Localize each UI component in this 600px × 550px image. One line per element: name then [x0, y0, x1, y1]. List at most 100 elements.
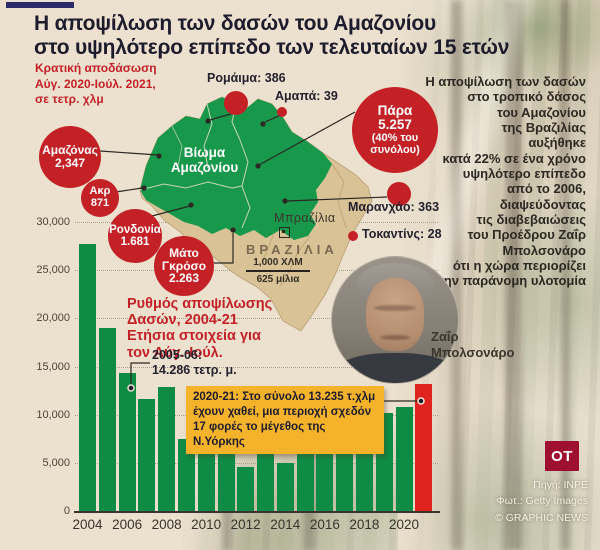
state-note: (40% του συνόλου) [370, 131, 420, 156]
bar-2010 [197, 443, 215, 511]
photo-caption: Ζαΐρ Μπολσονάρο [431, 329, 515, 360]
summary-paragraph: Η αποψίλωση των δασών στο τροπικό δάσος … [425, 74, 586, 289]
annotation-2021-box: 2020-21: Στο σύνολο 13.235 τ.χλμ έχουν χ… [186, 386, 384, 454]
scale-line [246, 270, 310, 272]
y-tick-label: 0 [63, 505, 70, 517]
source-credit: Πηγή: INPE [533, 479, 588, 491]
bolsonaro-photo [331, 256, 459, 384]
bar-2008 [158, 386, 176, 511]
state-value: 5.257 [378, 117, 412, 133]
copyright-credit: © GRAPHIC NEWS [495, 511, 588, 524]
forest-photo-background [393, 0, 600, 550]
bar-2014 [276, 462, 294, 511]
annotation-2006: 2005-06: 14.286 τετρ. μ. [152, 348, 237, 377]
dot-roraima [224, 91, 248, 115]
callout-para: Πάρα 5.257 (40% του συνόλου) [352, 87, 438, 173]
bar-2005 [98, 327, 116, 511]
portrait-suit [339, 352, 451, 383]
capital-label: Μπραζίλια [274, 211, 336, 225]
state-name: Μάτο Γκρόσο [161, 245, 207, 273]
scale-miles-label: 625 μίλια [256, 274, 300, 285]
bar-2007 [138, 398, 156, 511]
state-name: Ακρ [89, 185, 111, 198]
state-border-tan [331, 163, 347, 229]
bar-2021 [415, 383, 433, 511]
portrait-face [366, 278, 424, 352]
label-tocantins: Τοκαντίνς: 28 [362, 227, 442, 241]
portrait-mouth [379, 335, 411, 341]
chart-title-sub: Ετήσια στοιχεία για τον Αύγ.-Ιούλ. [127, 328, 261, 361]
tree-trunk [505, 0, 522, 550]
chart-title: Ρυθμός αποψίλωσης Δασών, 2004-21 Ετήσια … [127, 296, 273, 361]
dot-maranhao [387, 182, 411, 206]
callout-rondonia: Ρονδονία 1.681 [108, 209, 162, 263]
callout-mato-grosso: Μάτο Γκρόσο 2.263 [154, 236, 214, 296]
bar-2017 [336, 444, 354, 511]
state-border-green [139, 181, 243, 191]
bar-2012 [237, 467, 255, 511]
bar-2013 [257, 454, 274, 511]
biome-label: Βίωμα Αμαζονίου [170, 145, 239, 175]
tree-trunk [451, 0, 462, 550]
state-value: 2.263 [168, 271, 200, 286]
map-scale-bar: 1,000 ΧΛΜ 625 μίλια [246, 257, 310, 285]
x-tick-label-2020: 2020 [388, 517, 420, 532]
bar-2004 [79, 243, 96, 511]
state-name: Πάρα [377, 102, 413, 118]
state-border-tan [279, 235, 311, 287]
x-tick-label-2008: 2008 [151, 517, 182, 532]
y-tick-label: 10,000 [36, 408, 70, 421]
gridline-5,000 [75, 462, 438, 464]
state-name: Αμαζόνας [42, 143, 98, 158]
bar-2011 [217, 449, 235, 511]
capital-city-icon [279, 227, 290, 238]
x-tick-label-2004: 2004 [72, 517, 103, 532]
y-tick-label: 15,000 [36, 360, 70, 373]
x-tick-label-2018: 2018 [349, 517, 380, 532]
state-border-green [171, 125, 183, 167]
photo-credit: Φωτ.: Getty Images [496, 495, 588, 508]
x-tick-label-2014: 2014 [270, 517, 301, 532]
state-value: 871 [90, 197, 110, 209]
credits: Πηγή: INPE Φωτ.: Getty Images © GRAPHIC … [495, 477, 588, 526]
bar-2018 [355, 438, 373, 511]
x-tick-label-2012: 2012 [230, 517, 261, 532]
portrait-brow [373, 304, 417, 312]
bar-2009 [177, 439, 195, 511]
label-roraima: Ρομάιμα: 386 [207, 71, 286, 85]
label-maranhao: Μαρανχάο: 363 [348, 200, 440, 214]
x-tick-label-2016: 2016 [309, 517, 340, 532]
tree-trunk [561, 0, 570, 550]
y-tick-label: 30,000 [36, 216, 70, 228]
gridline-15,000 [75, 366, 438, 368]
bar-2006 [118, 373, 136, 511]
callout-akre: Ακρ 871 [81, 179, 119, 217]
y-tick-label: 5,000 [42, 456, 70, 469]
callout-amazonas: Αμαζόνας 2,347 [39, 126, 101, 188]
state-value: 1.681 [120, 236, 150, 248]
gridline-20,000 [75, 318, 438, 320]
dot-tocantins [348, 231, 358, 241]
country-label: ΒΡΑΖΙΛΙΑ [246, 242, 338, 257]
ot-logo: OT [545, 441, 579, 471]
state-name: Ρονδονία [109, 223, 161, 236]
bar-2016 [316, 435, 334, 511]
y-tick-label: 25,000 [36, 264, 70, 277]
bar-2015 [296, 451, 314, 511]
chart-title-main: Ρυθμός αποψίλωσης Δασών, 2004-21 [127, 296, 273, 329]
x-tick-label-2010: 2010 [191, 517, 222, 532]
dot-amapa [277, 107, 287, 117]
x-tick-label-2006: 2006 [112, 517, 143, 532]
x-axis-line [74, 511, 440, 513]
page-title: Η αποψίλωση των δασών του Αμαζονίου στο … [34, 12, 510, 60]
label-amapa: Αμαπά: 39 [275, 89, 338, 103]
state-border-green [203, 103, 213, 169]
state-value: 2,347 [54, 156, 86, 170]
map-legend-subtitle: Κρατική αποδάσωση Αύγ. 2020-Ιούλ. 2021, … [35, 61, 157, 107]
y-tick-label: 20,000 [36, 312, 70, 325]
top-accent-bar [6, 2, 74, 8]
bar-2020 [395, 406, 413, 511]
scale-km-label: 1,000 ΧΛΜ [253, 257, 303, 268]
